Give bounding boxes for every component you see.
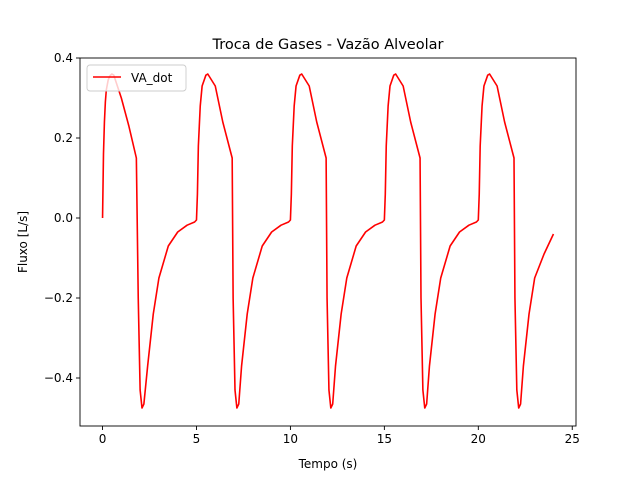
x-tick-label: 20 [471,432,486,446]
series-line-va-dot [101,73,555,409]
y-tick-label: 0.0 [54,211,73,225]
y-tick-label: 0.2 [54,131,73,145]
y-tick-label: 0.4 [54,51,73,65]
y-tick-label: −0.2 [44,291,73,305]
x-tick-label: 25 [565,432,580,446]
x-tick-label: 10 [283,432,298,446]
y-axis-label: Fluxo [L/s] [16,211,30,273]
x-axis-label: Tempo (s) [298,457,358,471]
legend-box [86,64,187,92]
x-tick-label: 15 [377,432,392,446]
y-tick-label: −0.4 [44,371,73,385]
chart-title: Troca de Gases - Vazão Alveolar [212,37,444,53]
x-tick-label: 5 [193,432,201,446]
x-axis-ticks: 0 5 10 15 20 25 [99,426,580,446]
plot-frame [79,57,577,427]
legend-label-va-dot: VA_dot [131,71,173,85]
y-axis-ticks: −0.4 −0.2 0.0 0.2 0.4 [44,51,80,385]
series-layer [101,73,555,409]
legend: VA_dot [86,64,187,92]
x-tick-label: 0 [99,432,107,446]
